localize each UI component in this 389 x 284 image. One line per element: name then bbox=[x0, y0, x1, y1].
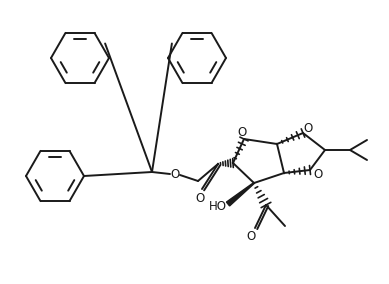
Text: O: O bbox=[303, 122, 313, 135]
Text: O: O bbox=[246, 229, 256, 243]
Polygon shape bbox=[226, 183, 254, 206]
Text: O: O bbox=[195, 191, 205, 204]
Text: O: O bbox=[170, 168, 180, 181]
Text: HO: HO bbox=[209, 201, 227, 214]
Text: O: O bbox=[237, 126, 247, 139]
Text: O: O bbox=[314, 168, 322, 181]
